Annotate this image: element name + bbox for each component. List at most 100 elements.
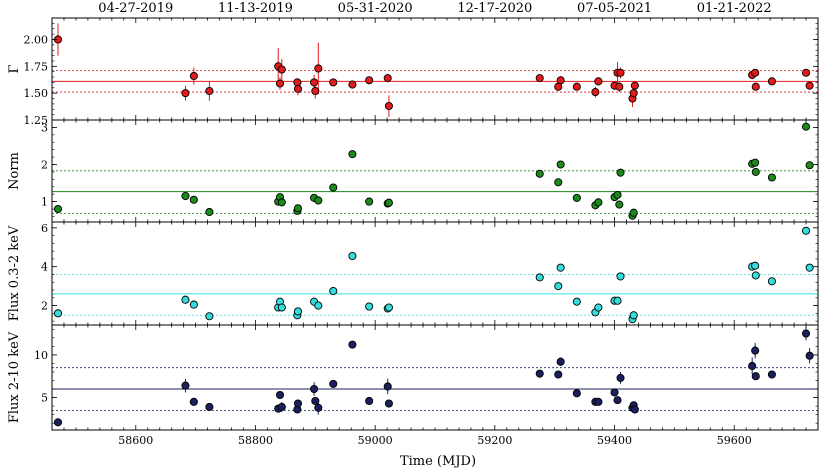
- data-point: [535, 369, 544, 378]
- data-point: [205, 312, 214, 321]
- x-axis-label: Time (MJD): [400, 454, 476, 469]
- data-point: [630, 405, 639, 414]
- data-point: [189, 397, 198, 406]
- data-point: [751, 372, 760, 381]
- y-tick-label: 5: [41, 392, 48, 405]
- data-point: [189, 195, 198, 204]
- panel-frame: [51, 221, 819, 326]
- data-point: [348, 150, 357, 159]
- data-point: [329, 78, 338, 87]
- data-point: [751, 346, 760, 355]
- top-date-label: 07-05-2021: [577, 1, 652, 16]
- data-point: [616, 272, 625, 281]
- x-tick-label: 59000: [358, 434, 393, 447]
- data-point: [329, 286, 338, 296]
- y-axis-label: Γ: [7, 64, 22, 73]
- data-point: [383, 382, 392, 391]
- data-point: [554, 370, 563, 379]
- data-point: [384, 303, 393, 312]
- y-tick-label: 2: [41, 300, 48, 313]
- data-point: [616, 373, 625, 382]
- y-axis-label: Flux 2-10 keV: [7, 331, 22, 423]
- data-point: [348, 251, 357, 261]
- data-point: [615, 200, 624, 209]
- data-point: [629, 89, 638, 98]
- data-point: [572, 389, 581, 398]
- data-point: [751, 261, 760, 270]
- data-point: [767, 173, 776, 182]
- x-tick-label: 59400: [597, 434, 632, 447]
- data-point: [616, 168, 625, 177]
- data-point: [594, 77, 603, 86]
- panel-frame: [51, 17, 819, 121]
- top-date-label: 11-13-2019: [218, 1, 293, 16]
- data-point: [311, 86, 320, 96]
- y-tick-label: 1.75: [24, 60, 49, 73]
- data-point: [293, 307, 303, 316]
- data-point: [751, 158, 760, 167]
- data-point: [556, 76, 565, 85]
- data-point: [311, 396, 320, 406]
- data-point: [556, 357, 565, 366]
- y-tick-label: 1: [41, 196, 48, 209]
- data-point: [805, 351, 814, 360]
- data-point: [616, 68, 625, 77]
- data-point: [613, 190, 622, 199]
- data-point: [205, 86, 214, 96]
- data-point: [181, 89, 190, 98]
- panel-frame: [51, 324, 819, 431]
- y-tick-label: 1.25: [24, 114, 49, 127]
- data-point: [556, 160, 565, 169]
- data-point: [275, 390, 285, 400]
- data-point: [365, 197, 374, 206]
- data-point: [314, 196, 323, 205]
- data-point: [293, 399, 303, 408]
- data-point: [591, 88, 600, 97]
- data-point: [751, 82, 760, 91]
- data-point: [293, 84, 303, 93]
- data-point: [615, 82, 624, 91]
- data-point: [348, 80, 357, 89]
- y-tick-label: 2.00: [24, 33, 49, 46]
- data-point: [384, 198, 393, 207]
- data-point: [277, 402, 286, 412]
- data-point: [767, 77, 776, 86]
- y-tick-label: 3: [41, 121, 48, 134]
- data-point: [181, 295, 190, 304]
- data-point: [383, 74, 392, 83]
- data-point: [594, 303, 603, 312]
- data-point: [801, 226, 811, 235]
- data-point: [805, 263, 814, 272]
- data-point: [801, 329, 811, 338]
- y-tick-label: 10: [34, 349, 48, 362]
- y-axis-label: Flux 0.3-2 keV: [7, 225, 22, 321]
- data-point: [53, 309, 63, 318]
- panel-frame: [51, 119, 819, 223]
- data-point: [310, 384, 319, 394]
- data-point: [535, 169, 544, 178]
- panel-flux_hard: 5 10 Flux 2-10 keV 58600 58800 59000 59200 5940…: [7, 324, 819, 447]
- panel-gamma: 1.25 1.50 1.75 2.00 Γ: [7, 17, 819, 127]
- data-point: [613, 296, 622, 305]
- data-point: [572, 297, 581, 306]
- data-point: [365, 76, 374, 85]
- data-point: [630, 81, 639, 90]
- data-point: [348, 340, 357, 349]
- data-point: [629, 311, 638, 320]
- data-point: [748, 361, 757, 371]
- data-point: [805, 161, 814, 170]
- data-point: [314, 403, 323, 412]
- data-point: [801, 122, 811, 131]
- data-point: [572, 82, 581, 91]
- data-point: [572, 193, 581, 202]
- data-point: [594, 397, 603, 406]
- x-tick-label: 58600: [118, 434, 153, 447]
- data-point: [751, 68, 760, 77]
- y-tick-label: 6: [41, 222, 48, 235]
- data-point: [314, 301, 323, 310]
- data-point: [629, 208, 638, 217]
- y-tick-label: 4: [41, 261, 48, 274]
- panel-norm: 1 2 3 Norm: [7, 119, 819, 223]
- data-point: [610, 388, 619, 397]
